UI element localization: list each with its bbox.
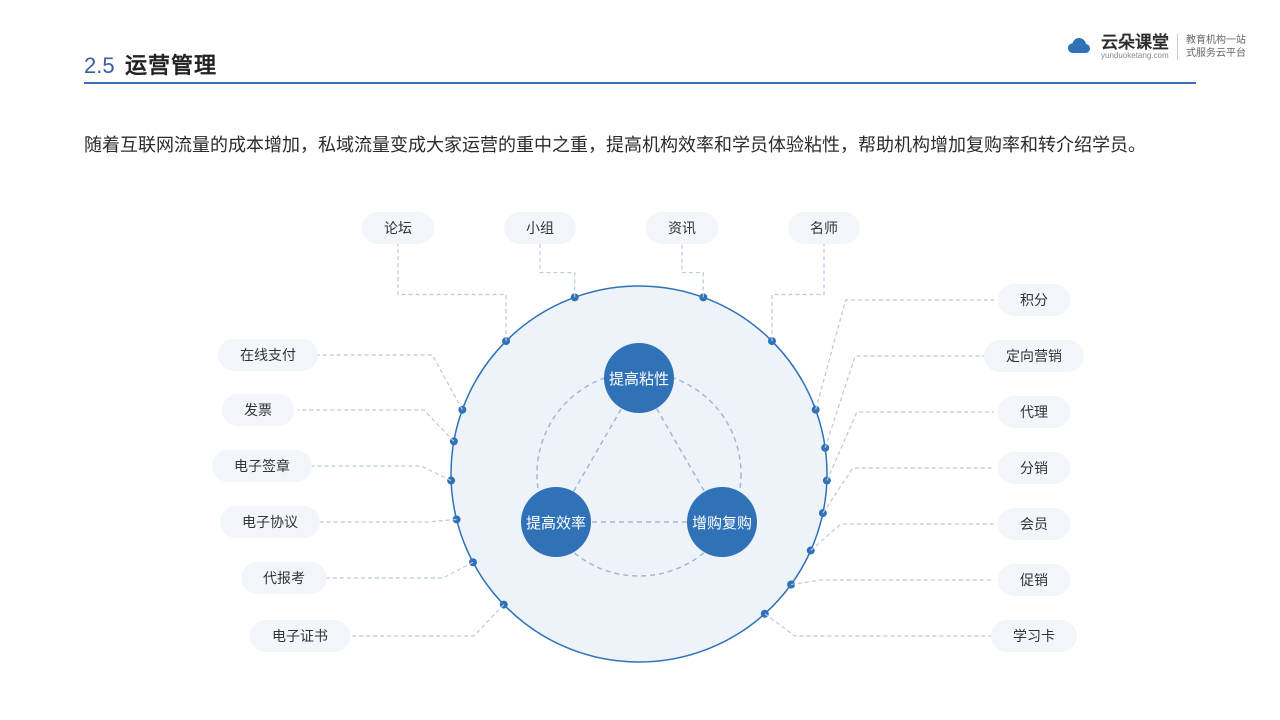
center-node-repurchase: 增购复购	[687, 487, 757, 557]
brand-url: yunduoketang.com	[1101, 51, 1169, 60]
feature-pill: 电子证书	[250, 620, 350, 652]
section-title: 运营管理	[125, 48, 217, 80]
feature-pill: 学习卡	[991, 620, 1077, 652]
brand-name: 云朵课堂	[1101, 34, 1169, 51]
center-node-efficiency: 提高效率	[521, 487, 591, 557]
feature-pill: 小组	[504, 212, 576, 244]
feature-pill: 名师	[788, 212, 860, 244]
feature-pill: 发票	[222, 394, 294, 426]
brand-tagline: 教育机构一站 式服务云平台	[1177, 34, 1246, 60]
feature-pill: 积分	[998, 284, 1070, 316]
feature-pill: 定向营销	[984, 340, 1084, 372]
feature-pill: 电子签章	[212, 450, 312, 482]
feature-pill: 代理	[998, 396, 1070, 428]
feature-pill: 论坛	[362, 212, 434, 244]
feature-pill: 分销	[998, 452, 1070, 484]
brand-block: 云朵课堂 yunduoketang.com 教育机构一站 式服务云平台	[1065, 34, 1246, 60]
feature-pill: 代报考	[241, 562, 327, 594]
section-header: 2.5 运营管理	[84, 48, 1220, 80]
feature-pill: 促销	[998, 564, 1070, 596]
intro-paragraph: 随着互联网流量的成本增加，私域流量变成大家运营的重中之重，提高机构效率和学员体验…	[84, 128, 1210, 162]
feature-pill: 在线支付	[218, 339, 318, 371]
section-number: 2.5	[84, 53, 115, 79]
header-underline	[84, 82, 1196, 84]
feature-pill: 电子协议	[220, 506, 320, 538]
feature-pill: 资讯	[646, 212, 718, 244]
feature-pill: 会员	[998, 508, 1070, 540]
center-node-stickiness: 提高粘性	[604, 343, 674, 413]
cloud-icon	[1065, 35, 1093, 59]
